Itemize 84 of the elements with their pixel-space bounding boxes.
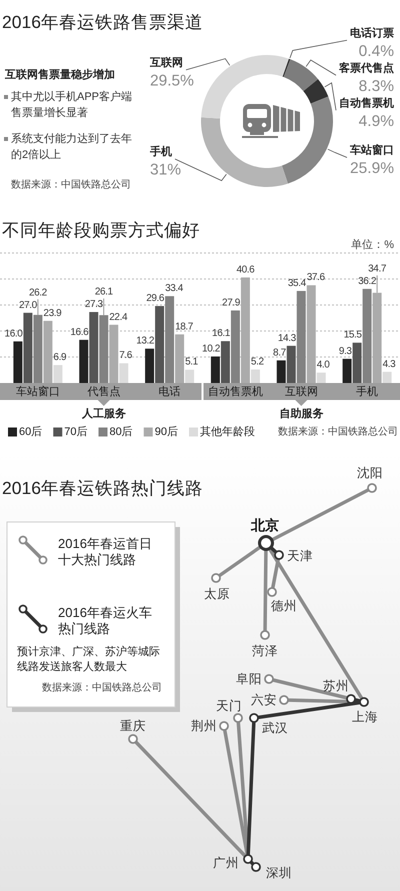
data-label: 4.3 xyxy=(382,358,396,370)
text: 天津 xyxy=(287,549,313,563)
data-label: 8.7 xyxy=(273,347,287,358)
slice-label: 车站窗口 xyxy=(349,143,394,156)
text: 深圳 xyxy=(266,866,292,880)
data-label: 4.0 xyxy=(316,360,330,371)
data-label: 5.2 xyxy=(250,356,264,368)
data-label: 27.9 xyxy=(222,297,241,308)
data-label: 36.2 xyxy=(358,276,377,287)
source-note: 数据来源：中国铁路总公司 xyxy=(278,426,398,438)
legend-label: 90后 xyxy=(154,425,178,438)
slice-label: 电话订票 xyxy=(350,26,394,40)
chart-title: 不同年龄段购票方式偏好 xyxy=(2,220,200,240)
text: 天门 xyxy=(216,698,242,713)
text: 2016年春运火车热门线路 xyxy=(58,604,152,636)
data-label: 13.2 xyxy=(136,336,155,347)
text: 北京 xyxy=(250,517,279,533)
data-label: 15.5 xyxy=(344,330,362,341)
text: 阜阳 xyxy=(236,672,262,686)
data-label: 8.3% xyxy=(358,78,394,95)
text: 预计京津、广深、苏沪等城际线路发送旅客人数最大 xyxy=(17,645,160,673)
text: 武汉 xyxy=(262,721,288,735)
data-label: 0.4% xyxy=(358,42,394,60)
text: 人工服务 xyxy=(80,407,126,420)
text: 广州 xyxy=(213,856,239,870)
slice-label: 手机 xyxy=(149,145,172,158)
data-label: 16.0 xyxy=(4,328,24,340)
data-label: 29.6 xyxy=(146,293,165,304)
data-label: 35.4 xyxy=(288,278,307,289)
data-label: 16.1 xyxy=(212,328,231,340)
data-label: 26.2 xyxy=(28,287,48,298)
text: 自助服务 xyxy=(279,407,324,420)
legend-label: 80后 xyxy=(110,425,133,438)
text: 2016年春运首日十大热门线路 xyxy=(58,536,152,566)
text: 六安 xyxy=(251,692,277,707)
x-tick-label: 自动售票机 xyxy=(208,386,263,398)
data-label: 14.3 xyxy=(278,332,297,344)
legend-label: 60后 xyxy=(19,425,42,438)
source-note: 数据来源：中国铁路总公司 xyxy=(11,178,131,190)
legend-label: 70后 xyxy=(64,425,88,438)
data-label: 23.9 xyxy=(43,308,62,319)
data-label: 29.5% xyxy=(150,72,194,90)
data-label: 18.7 xyxy=(175,321,194,332)
data-label: 33.4 xyxy=(165,283,184,294)
text: 互联网售票量稳步增加 xyxy=(4,68,115,81)
data-label: 22.4 xyxy=(109,312,128,323)
legend-label: 其他年龄段 xyxy=(200,425,255,438)
text: 荆州 xyxy=(191,719,217,733)
data-label: 10.2 xyxy=(202,343,221,354)
text: 沈阳 xyxy=(357,466,383,480)
text: 德州 xyxy=(271,599,297,613)
data-label: 27.0 xyxy=(18,300,38,311)
x-tick-label: 车站窗口 xyxy=(16,385,60,398)
data-label: 9.3 xyxy=(338,346,352,357)
text: 系统支付能力达到了去年的2倍以上 xyxy=(11,132,132,161)
data-label: 26.1 xyxy=(94,286,114,298)
x-tick-label: 互联网 xyxy=(284,386,318,398)
text: 2016年春运铁路热门线路 xyxy=(2,478,203,498)
data-label: 37.6 xyxy=(306,272,326,284)
slice-label: 客票代售点 xyxy=(338,61,394,74)
text: 重庆 xyxy=(120,719,146,733)
text: 上海 xyxy=(352,710,378,724)
data-label: 7.6 xyxy=(119,350,133,362)
y-axis-title: 单位：% xyxy=(351,238,394,251)
x-tick-label: 电话 xyxy=(158,385,181,398)
data-label: 5.1 xyxy=(185,356,199,368)
text: 太原 xyxy=(204,587,230,601)
text: 其中尤以手机APP客户端售票量增长显著 xyxy=(11,90,132,119)
slice-label: 互联网 xyxy=(149,56,183,69)
text: 菏泽 xyxy=(252,644,278,658)
data-label: 27.3 xyxy=(84,299,104,310)
data-label: 25.9% xyxy=(350,160,394,177)
data-label: 6.9 xyxy=(53,352,67,364)
x-tick-label: 手机 xyxy=(356,385,378,398)
data-label: 16.6 xyxy=(70,326,90,338)
data-label: 31% xyxy=(150,162,182,178)
data-label: 34.7 xyxy=(368,263,387,274)
data-label: 40.6 xyxy=(236,264,256,276)
chart-title: 2016年春运铁路售票渠道 xyxy=(2,12,203,32)
source-note: 数据来源：中国铁路总公司 xyxy=(42,682,162,694)
x-tick-label: 代售点 xyxy=(86,385,120,398)
data-label: 4.9% xyxy=(358,112,394,130)
slice-label: 自动售票机 xyxy=(339,96,394,110)
text: 苏州 xyxy=(323,679,349,693)
